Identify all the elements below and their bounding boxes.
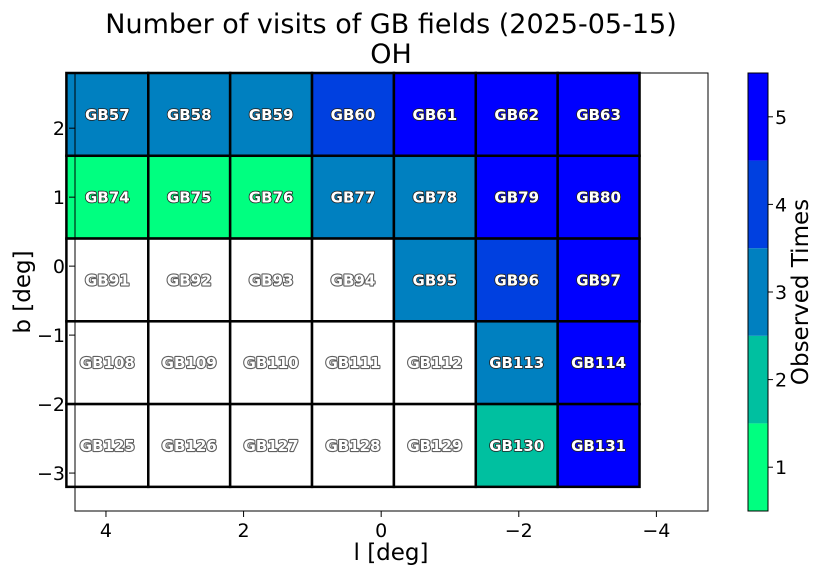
x-tick-label: 2	[238, 520, 250, 542]
field-cell	[147, 237, 232, 323]
field-label: GB125	[80, 437, 135, 455]
chart-subtitle: OH	[370, 39, 412, 70]
field-cell	[228, 320, 314, 406]
colorbar-tick-label: 3	[775, 282, 787, 304]
field-label: GB57	[85, 106, 130, 124]
field-cell	[228, 154, 314, 240]
field-cell	[392, 154, 478, 240]
field-cell	[392, 320, 478, 406]
field-label: GB63	[576, 106, 621, 124]
field-label: GB80	[576, 189, 621, 207]
field-cell	[228, 237, 314, 323]
field-label: GB97	[576, 271, 621, 289]
field-label: GB113	[489, 354, 544, 372]
field-label: GB78	[413, 189, 458, 207]
field-cell	[147, 320, 232, 406]
field-label: GB95	[413, 271, 458, 289]
field-cell	[147, 154, 232, 240]
field-label: GB111	[325, 354, 380, 372]
field-cell	[65, 71, 150, 158]
axes: 4 2 0 −2 −4 2 1 0 −1 −2 −3	[37, 72, 709, 542]
colorbar-label: Observed Times	[788, 199, 814, 385]
field-label: GB75	[167, 189, 212, 207]
field-cell	[556, 402, 641, 489]
colorbar-tick-label: 1	[775, 457, 787, 479]
colorbar-tick-label: 2	[775, 370, 787, 392]
field-cell	[392, 402, 478, 489]
x-tick-label: 0	[375, 520, 387, 542]
field-cell	[65, 402, 150, 489]
y-tick-label: 0	[53, 256, 65, 278]
field-cell	[556, 71, 641, 158]
field-cell	[310, 237, 396, 323]
y-tick-label: −2	[37, 394, 65, 416]
field-label: GB96	[494, 271, 539, 289]
field-label: GB61	[413, 106, 458, 124]
field-label: GB79	[494, 189, 539, 207]
colorbar-tick-label: 4	[775, 194, 787, 216]
field-cell	[310, 320, 396, 406]
colorbar-segment	[748, 335, 768, 424]
colorbar-segment	[748, 160, 768, 249]
field-cell	[65, 154, 150, 240]
x-axis-label: l [deg]	[354, 540, 429, 566]
field-label: GB74	[85, 189, 130, 207]
field-label: GB108	[80, 354, 135, 372]
y-tick-label: 1	[53, 187, 65, 209]
field-labels: GB57 GB58 GB59 GB60 GB61 GB62 GB63 GB74 GB75 GB76…	[79, 105, 627, 456]
field-label: GB93	[249, 271, 294, 289]
field-cell	[392, 237, 478, 323]
field-label: GB92	[167, 271, 212, 289]
field-label: GB109	[162, 354, 217, 372]
field-label: GB110	[244, 354, 299, 372]
x-tick-label: −4	[642, 520, 670, 542]
colorbar-tick-label: 5	[775, 107, 787, 129]
field-label: GB112	[407, 354, 462, 372]
field-label: GB60	[331, 106, 376, 124]
field-label: GB58	[167, 106, 212, 124]
field-label: GB59	[249, 106, 294, 124]
field-label: GB126	[162, 437, 217, 455]
colorbar-segment	[748, 73, 768, 161]
field-cell	[228, 402, 314, 489]
field-cell	[556, 320, 641, 406]
chart-title: Number of visits of GB fields (2025-05-1…	[105, 9, 676, 40]
field-cells	[65, 71, 641, 489]
field-label: GB131	[571, 437, 626, 455]
field-label: GB128	[325, 437, 380, 455]
field-label: GB129	[407, 437, 462, 455]
field-cell	[474, 154, 559, 240]
field-label: GB76	[249, 189, 294, 207]
colorbar: 1 2 3 4 5	[747, 72, 787, 512]
field-cell	[65, 237, 150, 323]
y-tick-label: −3	[37, 463, 65, 485]
field-cell	[556, 154, 641, 240]
x-tick-label: −2	[505, 520, 533, 542]
field-label: GB77	[331, 189, 376, 207]
field-label: GB94	[331, 271, 376, 289]
axes-frame	[74, 72, 709, 512]
colorbar-segment	[748, 423, 768, 511]
field-label: GB91	[85, 271, 130, 289]
x-tick-label: 4	[100, 520, 112, 542]
y-axis-label: b [deg]	[10, 250, 36, 333]
field-cell	[556, 237, 641, 323]
field-label: GB114	[571, 354, 626, 372]
field-label: GB62	[494, 106, 539, 124]
field-label: GB130	[489, 437, 544, 455]
field-label: GB127	[244, 437, 299, 455]
field-cell	[228, 71, 314, 158]
y-tick-label: −1	[37, 325, 65, 347]
colorbar-segment	[748, 248, 768, 336]
y-tick-label: 2	[53, 118, 65, 140]
field-cell	[147, 402, 232, 489]
